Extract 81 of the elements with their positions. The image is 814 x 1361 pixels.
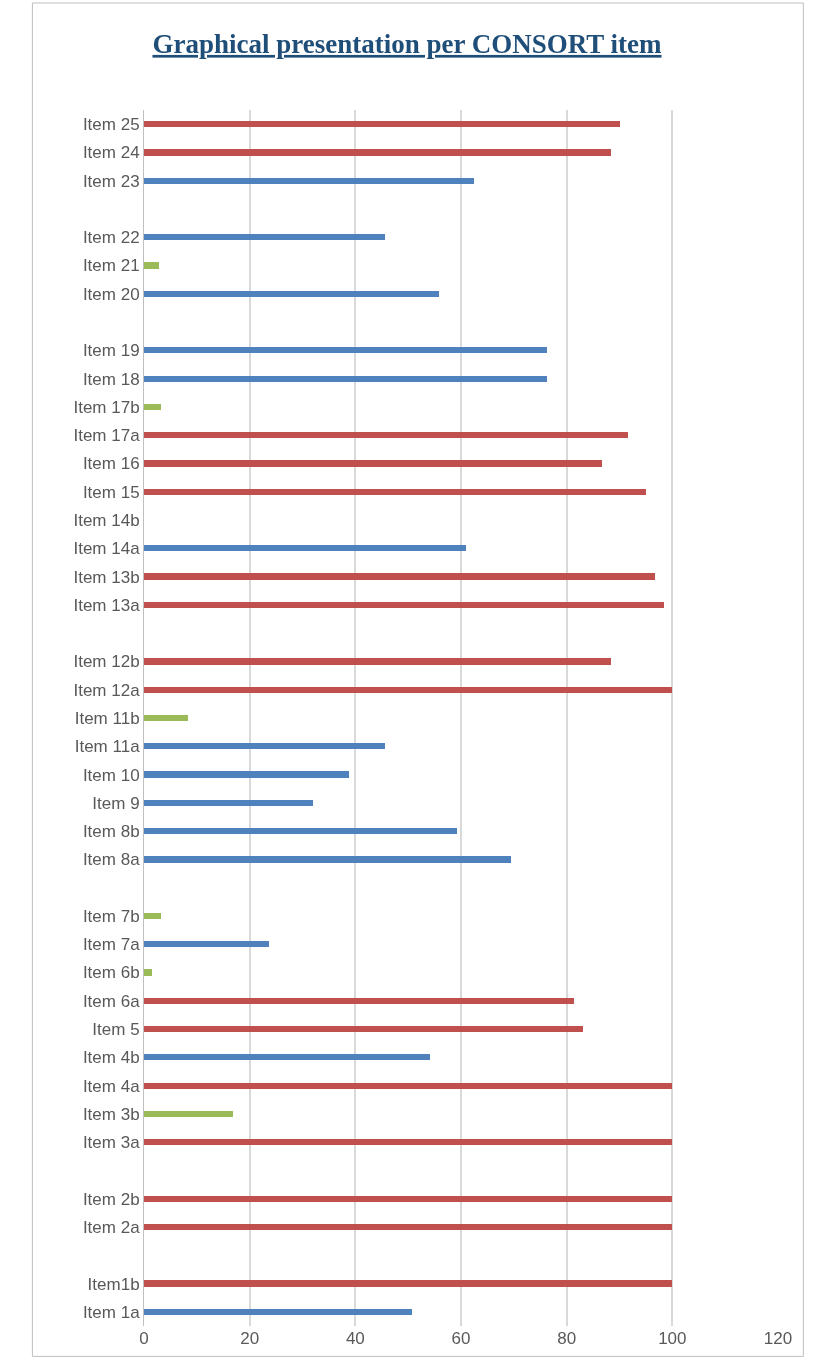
y-tick-label: Item 6b bbox=[82, 963, 140, 983]
y-tick-label: Item 2b bbox=[82, 1189, 140, 1209]
y-tick-label: Item 3a bbox=[82, 1133, 141, 1153]
bar bbox=[144, 941, 269, 947]
bar bbox=[144, 1054, 430, 1060]
y-tick-label: Item 11a bbox=[74, 737, 141, 757]
bar bbox=[144, 376, 547, 382]
y-tick-label: Item 17b bbox=[73, 397, 140, 417]
y-tick-label: Item 8b bbox=[82, 822, 140, 842]
x-tick-label: 100 bbox=[658, 1329, 687, 1348]
y-tick-label: Item 4b bbox=[82, 1048, 140, 1068]
bar bbox=[144, 969, 152, 976]
y-tick-label: Item 16 bbox=[82, 454, 140, 474]
y-tick-label: Item 19 bbox=[82, 341, 140, 361]
bar bbox=[144, 658, 611, 665]
bar bbox=[144, 1224, 672, 1230]
bar bbox=[144, 291, 439, 297]
y-tick-label: Item 25 bbox=[82, 115, 140, 135]
x-tick-label: 120 bbox=[763, 1329, 793, 1348]
y-tick-label: Item 21 bbox=[82, 256, 140, 276]
bar bbox=[144, 234, 385, 240]
y-tick-label: Item 7b bbox=[82, 906, 140, 926]
bar bbox=[144, 1280, 672, 1287]
x-tick-label: 60 bbox=[451, 1329, 471, 1348]
bar bbox=[144, 1196, 672, 1202]
bar bbox=[144, 404, 161, 410]
bar bbox=[144, 1026, 583, 1032]
y-tick-label: Item 8a bbox=[82, 850, 141, 870]
x-tick-label: 20 bbox=[240, 1329, 260, 1348]
bar bbox=[144, 856, 511, 863]
bar bbox=[144, 913, 161, 919]
bar bbox=[144, 460, 602, 467]
y-tick-label: Item1b bbox=[87, 1274, 140, 1294]
bar bbox=[144, 489, 646, 495]
bar bbox=[144, 545, 466, 551]
chart-title: Graphical presentation per CONSORT item bbox=[152, 28, 663, 59]
y-tick-label: Item 4a bbox=[82, 1076, 141, 1096]
y-tick-label: Item 12a bbox=[73, 680, 141, 700]
bar bbox=[144, 828, 457, 834]
bar bbox=[144, 743, 385, 749]
y-tick-label: Item 9 bbox=[92, 793, 140, 813]
y-tick-label: Item 23 bbox=[82, 171, 140, 191]
y-tick-label: Item 7a bbox=[82, 935, 141, 955]
bar bbox=[144, 1139, 672, 1145]
y-tick-label: Item 18 bbox=[82, 369, 140, 389]
y-tick-label: Item 22 bbox=[82, 228, 140, 248]
bar bbox=[144, 771, 349, 778]
y-tick-label: Item 6a bbox=[82, 991, 141, 1011]
y-tick-label: Item 13b bbox=[73, 567, 140, 587]
bar bbox=[144, 178, 474, 184]
bar bbox=[144, 347, 547, 353]
y-tick-label: Item 14b bbox=[73, 511, 140, 530]
bar bbox=[144, 998, 574, 1004]
y-tick-label: Item 12b bbox=[73, 652, 140, 672]
bar bbox=[144, 1083, 672, 1089]
x-tick-label: 80 bbox=[557, 1329, 577, 1348]
y-tick-label: Item 10 bbox=[82, 765, 140, 785]
bar bbox=[144, 121, 620, 127]
x-tick-label: 40 bbox=[345, 1329, 365, 1348]
bar bbox=[144, 800, 313, 806]
bar bbox=[144, 149, 611, 156]
y-tick-label: Item 13a bbox=[73, 595, 141, 615]
bar bbox=[144, 573, 655, 580]
y-tick-label: Item 2a bbox=[82, 1217, 141, 1237]
bar bbox=[144, 1111, 233, 1117]
y-tick-label: Item 17a bbox=[73, 426, 141, 446]
bar bbox=[144, 1309, 412, 1315]
y-tick-label: Item 15 bbox=[82, 482, 140, 502]
y-tick-label: Item 5 bbox=[92, 1020, 140, 1040]
bar bbox=[144, 687, 672, 693]
bar bbox=[144, 602, 664, 608]
y-tick-label: Item 3b bbox=[82, 1104, 140, 1124]
bar bbox=[144, 262, 159, 269]
bar bbox=[144, 715, 188, 721]
y-tick-label: Item 14a bbox=[73, 539, 141, 559]
y-tick-label: Item 20 bbox=[82, 284, 140, 304]
y-tick-label: Item 1a bbox=[82, 1302, 141, 1322]
x-tick-label: 0 bbox=[139, 1329, 149, 1348]
y-tick-label: Item 24 bbox=[82, 143, 140, 163]
y-tick-label: Item 11b bbox=[74, 708, 140, 728]
bar bbox=[144, 432, 628, 438]
